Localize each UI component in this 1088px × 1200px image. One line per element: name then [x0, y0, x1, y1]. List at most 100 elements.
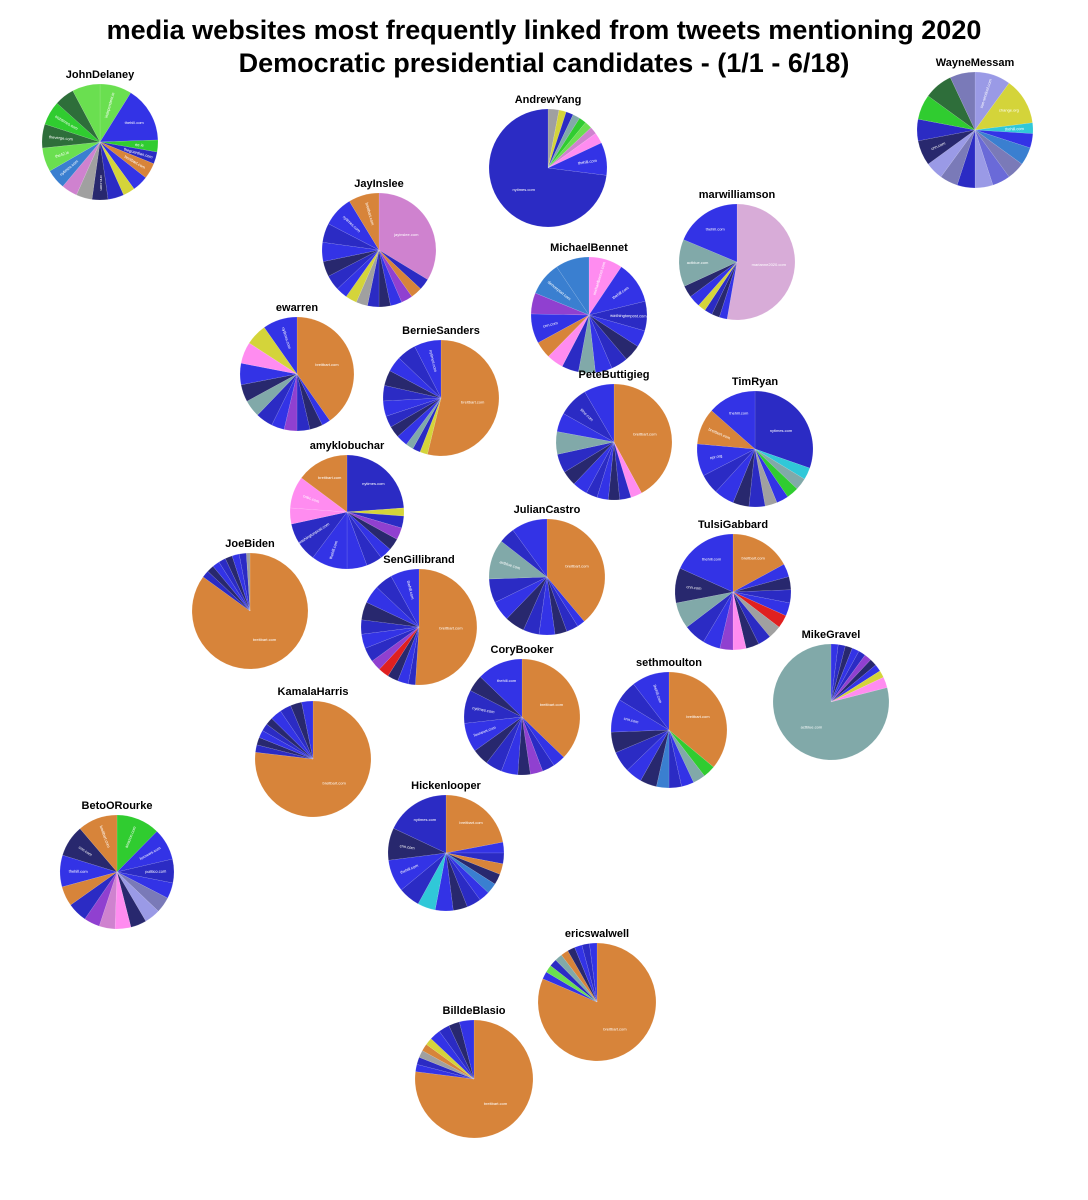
pie-slice-thehill-com: [99, 92, 159, 143]
pie-slice-15: [56, 90, 101, 143]
pie-slice-10: [470, 676, 523, 718]
pie-slice-7: [474, 716, 523, 764]
pie-slice-7: [238, 552, 251, 612]
pie-slice-8: [290, 701, 314, 760]
pie-slice-6: [567, 947, 598, 1003]
pie-slice-breitbart-com: [732, 533, 785, 593]
pie-slice-7: [99, 141, 124, 200]
pie-slice-3: [830, 647, 860, 703]
pie-slice-6: [231, 553, 251, 612]
pie-slice-independent-ie: [99, 83, 131, 143]
pie-slice-nytimes-com: [414, 339, 442, 399]
pie-slice-10: [719, 591, 734, 651]
pie-slice-4: [732, 591, 791, 616]
pie-slice-4: [538, 576, 556, 636]
pie-slice-cnn-com: [62, 828, 118, 873]
pie-slice-3: [704, 261, 738, 315]
slice-label: breitbart.com: [540, 702, 564, 707]
slice-label: breitbart.com: [461, 399, 485, 404]
slice-label: breitbart.com: [686, 714, 710, 719]
pie-slice-6: [116, 871, 146, 928]
pie-slice-2: [668, 729, 705, 783]
pie-title: marwilliamson: [699, 189, 776, 201]
slice-label: breitbart.com: [565, 564, 589, 569]
pie-hickenlooper: Hickenlooperbreitbart.comthehill.comcnn.…: [387, 780, 505, 912]
pie-slice-3: [445, 852, 504, 875]
slice-label: washingtonpost.com: [610, 313, 647, 319]
pie-andrewyang: AndrewYang thehill.com nytimes.com: [488, 94, 608, 228]
pie-slice-cnn-com: [917, 129, 976, 165]
pie-slice-6: [588, 314, 613, 373]
pie-slice-8: [382, 385, 442, 402]
pie-slice-11: [323, 249, 380, 277]
pie-slice-5: [561, 950, 598, 1003]
pie-slice-8: [360, 619, 420, 635]
pie-slice-11: [401, 852, 447, 905]
pie-slice-washingtonpost-com: [588, 301, 648, 332]
pie-slice-3: [418, 1050, 475, 1080]
pie-slice-politico-com: [116, 858, 175, 884]
pie-slice-change-org: [974, 82, 1033, 131]
slice-label: thehill.com: [497, 678, 517, 683]
pie-slice-2: [207, 566, 251, 612]
pie-slice-4: [596, 441, 615, 500]
pie-slice-7: [445, 852, 481, 908]
pie-slice-1: [547, 109, 567, 169]
pie-slice-12: [686, 591, 734, 643]
slice-label: thehill.com: [702, 556, 722, 561]
slice-label: breitbart.com: [439, 626, 463, 631]
pie-slice-5: [371, 626, 420, 670]
pie-slice-10: [501, 529, 548, 578]
slice-label: thehill.com: [578, 158, 598, 166]
pie-slice-3: [546, 576, 568, 635]
pie-slice-10: [366, 587, 420, 628]
pie-title: PeteButtigieg: [579, 369, 650, 381]
pie-slice-9: [548, 314, 590, 367]
pie-amyklobuchar: amyklobucharnytimes.comthehill.comwashin…: [289, 440, 405, 570]
pie-slice-the42-ie: [42, 141, 101, 172]
pie-slice-9: [459, 1019, 475, 1080]
pie-sengillibrand: SenGillibrand breitbart.com thehill.com: [360, 554, 478, 686]
pie-slice-4: [397, 397, 442, 445]
pie-slice-5: [116, 871, 159, 922]
pie-slice-thehill-com: [683, 203, 738, 263]
pie-slice-breitbart-com: [613, 383, 673, 494]
pie-slice-16: [72, 83, 101, 143]
pie-slice-11: [703, 591, 734, 649]
slice-label: nytimes.com: [770, 428, 793, 433]
pie-slice-4: [445, 852, 501, 885]
pie-slice-4: [517, 716, 531, 776]
pie-slice-3: [547, 114, 580, 169]
slice-label: breitbart.com: [323, 780, 347, 785]
pie-slice-8: [448, 1021, 475, 1080]
pie-slice-6: [445, 852, 489, 901]
pie-slice-6: [547, 127, 596, 169]
pie-slice-4: [830, 650, 866, 703]
pie-slice-michaelbennet-com: [588, 256, 622, 316]
pie-slice-sun-sentinel-com: [974, 71, 1010, 131]
pie-slice-5: [547, 122, 592, 169]
pie-slice-6: [271, 710, 314, 760]
slice-label: nytimes.com: [362, 481, 385, 486]
slice-label: breitbart.com: [633, 432, 657, 437]
pie-slice-7: [627, 729, 670, 781]
pie-billdeblasio: BilldeBlasio breitbart.com: [414, 1005, 534, 1139]
pie-slice-6: [684, 261, 738, 297]
pie-slice-3: [116, 871, 174, 899]
pie-waynemessam: WayneMessamsun-sentinel.comchange.orgthe…: [916, 57, 1034, 189]
slice-label: thehill.com: [125, 120, 145, 125]
pie-slice-4: [698, 261, 738, 311]
pie-slice-3: [378, 249, 413, 303]
pie-slice-8: [246, 552, 251, 612]
pie-slice-1: [613, 441, 642, 498]
pie-slice-2: [296, 373, 323, 430]
pie-slice-3: [608, 441, 620, 501]
pie-slice-5: [266, 718, 314, 760]
pie-slice-nytimes-com: [264, 316, 298, 375]
slice-label: the42.ie: [54, 149, 70, 158]
slice-label: cnn.com: [99, 175, 104, 191]
slice-label: cnn.com: [623, 716, 640, 725]
slice-label: cnn.com: [686, 584, 702, 591]
pie-slice-2: [412, 397, 442, 453]
pie-slice-0: [830, 643, 839, 703]
